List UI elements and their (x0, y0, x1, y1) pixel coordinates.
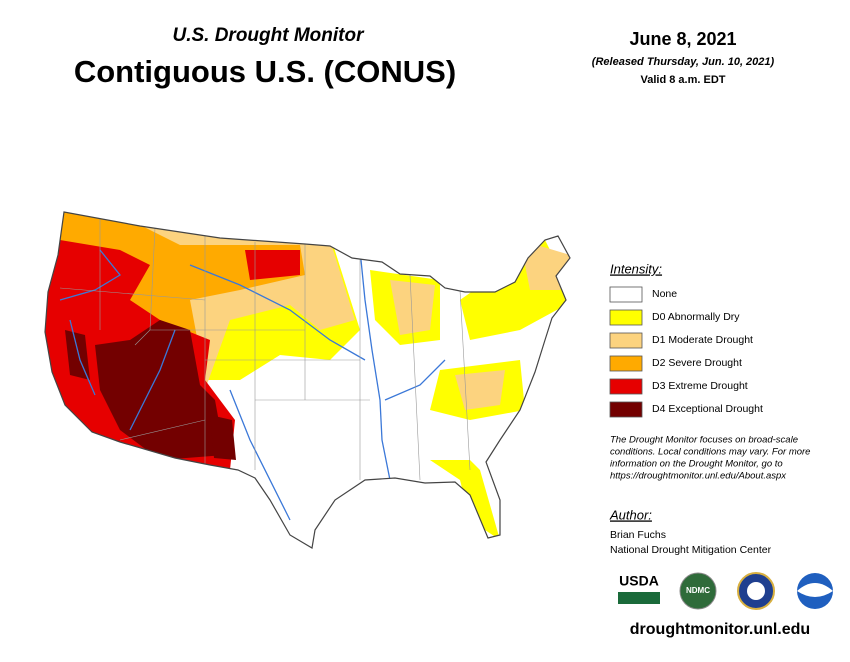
noaa-logo-inner (797, 583, 833, 597)
d3-area (245, 250, 300, 280)
note-line: information on the Drought Monitor, go t… (610, 459, 783, 470)
legend-label: None (652, 288, 677, 300)
subtitle: U.S. Drought Monitor (172, 25, 365, 46)
d1-area (455, 370, 505, 410)
ndmc-logo-text: NDMC (686, 586, 710, 595)
author-title: Author: (609, 507, 652, 522)
legend-swatch (609, 378, 643, 395)
title: Contiguous U.S. (CONUS) (74, 54, 456, 89)
note-line: https://droughtmonitor.unl.edu/About.asp… (610, 471, 787, 482)
legend: None D0 Abnormally Dry D1 Moderate Drought… (609, 286, 763, 418)
legend-title: Intensity: (610, 261, 662, 276)
legend-swatch (609, 355, 643, 372)
legend-swatch (609, 401, 643, 418)
river (384, 359, 446, 401)
ndmc-logo (679, 572, 717, 610)
river (189, 264, 366, 361)
author-name: Brian Fuchs (610, 529, 666, 541)
legend-label: D4 Exceptional Drought (652, 403, 763, 415)
date: June 8, 2021 (629, 29, 736, 49)
river (359, 249, 391, 481)
border (59, 218, 471, 481)
river (69, 319, 96, 396)
note-line: conditions. Local conditions may vary. F… (610, 447, 810, 458)
us-map (44, 211, 571, 549)
usda-logo: USDA (619, 573, 659, 589)
legend-swatch (609, 309, 643, 326)
usda-logo-mark (618, 592, 660, 604)
river (59, 249, 121, 301)
legend-swatch (609, 332, 643, 349)
drought-areas (45, 212, 570, 540)
legend-swatch (609, 286, 643, 303)
author-org: National Drought Mitigation Center (610, 544, 772, 556)
d3-area (85, 260, 125, 305)
state-borders (59, 218, 471, 481)
rivers (59, 249, 446, 521)
legend-label: D0 Abnormally Dry (652, 311, 740, 323)
legend-label: D1 Moderate Drought (652, 334, 753, 346)
url: droughtmonitor.unl.edu (630, 621, 810, 638)
legend-label: D3 Extreme Drought (652, 380, 748, 392)
logos: USDA NDMC (618, 572, 833, 610)
note-line: The Drought Monitor focuses on broad-sca… (610, 435, 798, 446)
river (129, 329, 176, 431)
valid: Valid 8 a.m. EDT (641, 74, 726, 86)
d4-area (95, 320, 225, 460)
released: (Released Thursday, Jun. 10, 2021) (592, 56, 775, 68)
doc-logo-inner (747, 582, 765, 600)
d4-area (210, 415, 236, 460)
legend-label: D2 Severe Drought (652, 357, 742, 369)
river (229, 389, 291, 521)
note: The Drought Monitor focuses on broad-sca… (610, 435, 810, 482)
d1-area (390, 280, 435, 335)
